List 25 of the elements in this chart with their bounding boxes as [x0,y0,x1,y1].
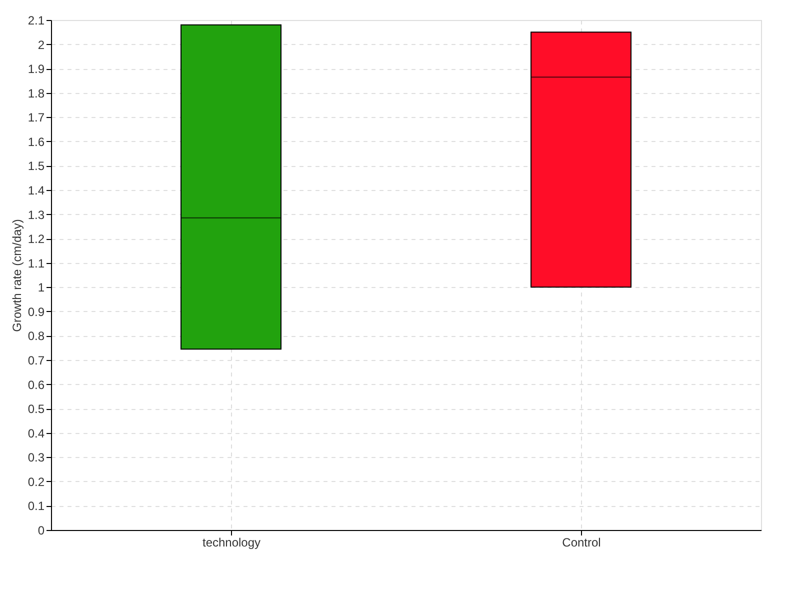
y-tick-label: 0.6 [28,378,45,392]
y-tick-label: 2.1 [28,14,45,28]
y-tick-label: 1.1 [28,256,45,270]
y-tick-label: 1.2 [28,232,45,246]
y-tick-label: 1.9 [28,62,45,76]
x-tick-label: technology [202,536,261,550]
y-tick-label: 1.8 [28,86,45,100]
y-tick-label: 0.9 [28,304,45,319]
y-tick-label: 0.1 [28,499,45,514]
y-tick-label: 0.2 [28,474,45,489]
y-tick-label: 0.7 [28,354,45,368]
y-tick-label: 1 [38,280,45,295]
y-tick-label: 2 [38,38,45,52]
y-tick-label: 0.5 [28,402,45,416]
y-axis-title: Growth rate (cm/day) [10,219,24,332]
y-tick-label: 1.6 [28,134,45,149]
y-tick-label: 1.5 [28,159,45,174]
y-tick-label: 0.4 [28,426,45,440]
y-tick-label: 0.8 [28,329,45,344]
y-tick-label: 0.3 [28,450,45,465]
y-tick-label: 0 [38,524,45,538]
y-tick-label: 1.4 [28,184,45,198]
y-tick-label: 1.7 [28,110,45,125]
y-tick-label: 1.3 [28,208,45,222]
x-tick-label: Control [562,536,601,550]
